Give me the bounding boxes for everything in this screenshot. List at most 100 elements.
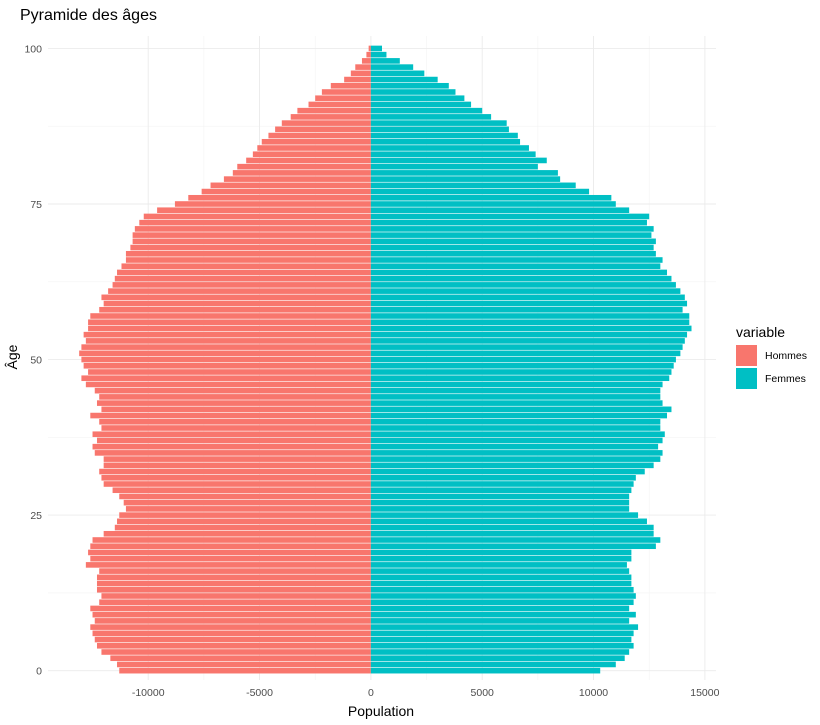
bar-femmes-age-93 [370, 89, 456, 95]
bar-hommes-age-6 [92, 630, 371, 637]
y-tick-label: 75 [30, 199, 42, 211]
bar-hommes-age-39 [101, 425, 371, 431]
bar-femmes-age-98 [370, 58, 400, 64]
bar-femmes-age-41 [370, 412, 668, 419]
bar-femmes-age-61 [370, 288, 681, 294]
bar-hommes-age-58 [99, 306, 371, 313]
bar-hommes-age-69 [132, 238, 371, 245]
bar-hommes-age-62 [112, 282, 371, 288]
bar-hommes-age-1 [117, 661, 371, 668]
bar-femmes-age-65 [370, 263, 661, 270]
bar-femmes-age-83 [370, 151, 536, 158]
bar-hommes-age-13 [96, 586, 371, 593]
bar-hommes-age-70 [132, 232, 371, 238]
bar-hommes-age-80 [232, 170, 371, 176]
bar-hommes-age-27 [123, 499, 371, 506]
bar-femmes-age-43 [370, 400, 663, 406]
bar-femmes-age-21 [370, 537, 661, 543]
legend-label-hommes: Hommes [765, 350, 807, 362]
bar-femmes-age-26 [370, 506, 630, 512]
bar-femmes-age-68 [370, 244, 654, 251]
bar-femmes-age-84 [370, 145, 529, 151]
legend-key-hommes [736, 345, 757, 366]
bar-femmes-age-23 [370, 524, 654, 531]
bar-femmes-age-46 [370, 381, 663, 388]
bar-hommes-age-21 [92, 537, 371, 543]
bar-femmes-age-92 [370, 95, 465, 102]
bar-hommes-age-92 [315, 95, 371, 102]
bar-femmes-age-75 [370, 201, 616, 207]
bar-femmes-age-36 [370, 443, 659, 450]
bar-femmes-age-35 [370, 450, 663, 456]
y-tick-label: 50 [30, 355, 42, 367]
bar-femmes-age-78 [370, 182, 576, 189]
bar-hommes-age-48 [88, 369, 371, 375]
bar-femmes-age-34 [370, 456, 661, 462]
bar-hommes-age-26 [125, 506, 371, 512]
bar-hommes-age-15 [96, 574, 371, 581]
bar-hommes-age-25 [119, 512, 371, 518]
bar-hommes-age-42 [101, 406, 371, 413]
bar-hommes-age-37 [96, 437, 371, 444]
bar-femmes-age-5 [370, 636, 632, 643]
bar-hommes-age-73 [143, 213, 371, 220]
bar-femmes-age-25 [370, 512, 639, 518]
bar-hommes-age-82 [246, 157, 371, 164]
bar-femmes-age-63 [370, 275, 672, 282]
bar-femmes-age-87 [370, 126, 509, 133]
bar-femmes-age-77 [370, 188, 590, 195]
bar-femmes-age-16 [370, 568, 630, 574]
bar-hommes-age-55 [88, 325, 371, 332]
bar-femmes-age-14 [370, 580, 632, 587]
bar-femmes-age-9 [370, 611, 636, 618]
bar-femmes-age-4 [370, 642, 634, 649]
bar-femmes-age-76 [370, 194, 612, 201]
x-tick-label: -5000 [246, 687, 273, 699]
x-tick-label: 15000 [690, 687, 719, 699]
bar-hommes-age-43 [96, 400, 371, 406]
bar-hommes-age-81 [237, 163, 371, 170]
bar-hommes-age-40 [99, 418, 371, 425]
series-femmes-bars [370, 45, 692, 674]
bar-hommes-age-8 [94, 618, 371, 624]
x-axis-ticks: -10000 -5000 0 5000 10000 15000 [132, 687, 720, 699]
bar-hommes-age-57 [90, 313, 371, 319]
bar-femmes-age-99 [370, 51, 387, 58]
bar-hommes-age-46 [85, 381, 371, 388]
bar-hommes-age-79 [223, 176, 371, 182]
bar-hommes-age-89 [290, 114, 371, 120]
bar-femmes-age-72 [370, 219, 647, 226]
legend-label-femmes: Femmes [765, 373, 806, 385]
bar-femmes-age-51 [370, 350, 681, 357]
bar-femmes-age-40 [370, 418, 661, 425]
bar-hommes-age-90 [297, 107, 371, 114]
bar-hommes-age-96 [350, 70, 371, 77]
bar-femmes-age-8 [370, 618, 630, 624]
bar-hommes-age-5 [94, 636, 371, 643]
bar-femmes-age-89 [370, 114, 492, 120]
bar-hommes-age-76 [188, 194, 371, 201]
bar-femmes-age-3 [370, 649, 630, 655]
bar-hommes-age-22 [103, 530, 371, 537]
bar-femmes-age-45 [370, 387, 661, 394]
bar-hommes-age-59 [103, 300, 371, 307]
bar-femmes-age-29 [370, 487, 632, 494]
bar-hommes-age-77 [201, 188, 371, 195]
bar-femmes-age-70 [370, 232, 652, 238]
x-tick-label: -10000 [132, 687, 165, 699]
y-tick-label: 0 [36, 666, 42, 678]
bar-femmes-age-81 [370, 163, 538, 170]
bar-hommes-age-12 [101, 593, 371, 599]
bar-femmes-age-90 [370, 107, 483, 114]
series-hommes-bars [79, 45, 371, 674]
bar-hommes-age-32 [99, 468, 371, 475]
bar-hommes-age-14 [96, 580, 371, 587]
bar-femmes-age-28 [370, 493, 630, 500]
x-axis-title: Population [348, 703, 414, 719]
bar-hommes-age-44 [99, 394, 371, 400]
bar-femmes-age-47 [370, 375, 670, 382]
bar-femmes-age-6 [370, 630, 634, 637]
bar-hommes-age-33 [103, 462, 371, 469]
y-tick-label: 100 [24, 43, 42, 55]
bar-femmes-age-62 [370, 282, 676, 288]
